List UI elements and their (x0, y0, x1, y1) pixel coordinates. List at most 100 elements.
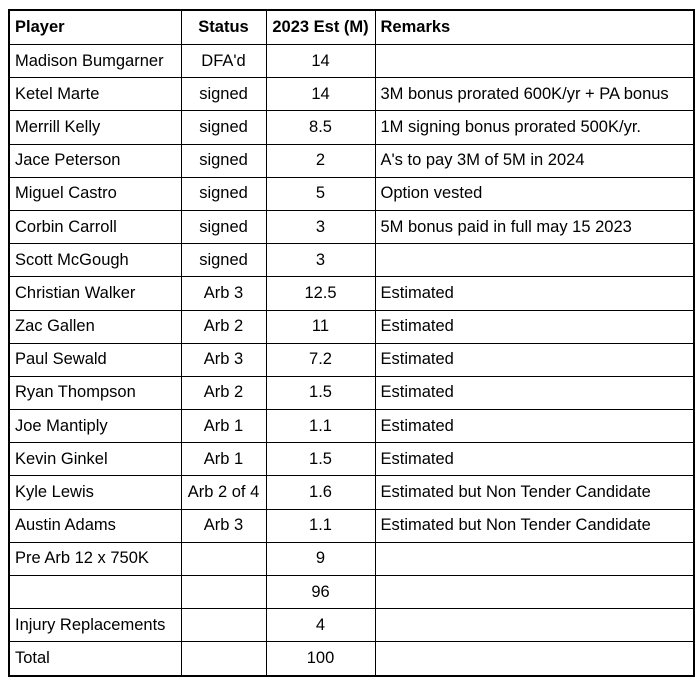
estimate-cell: 1.5 (265, 442, 376, 477)
status-cell: signed (180, 209, 267, 245)
status-cell: Arb 3 (180, 508, 267, 543)
player-cell: Pre Arb 12 x 750K (8, 541, 182, 577)
player-cell: Austin Adams (8, 508, 182, 543)
player-cell: Merrill Kelly (8, 110, 182, 145)
estimate-cell: 96 (265, 574, 376, 610)
header-player: Player (8, 9, 182, 45)
estimate-cell: 5 (265, 176, 376, 211)
table-row: Total 100 (8, 641, 695, 677)
player-cell: Total (8, 641, 182, 677)
remarks-cell: 5M bonus paid in full may 15 2023 (374, 209, 695, 245)
remarks-cell: Estimated (374, 342, 695, 377)
table-row: Merrill Kelly signed 8.5 1M signing bonus p… (8, 110, 695, 145)
status-cell (180, 641, 267, 677)
remarks-cell (374, 541, 695, 577)
player-cell: Jace Peterson (8, 143, 182, 178)
table-row: Miguel Castro signed 5 Option vested (8, 176, 695, 211)
header-status: Status (180, 9, 267, 45)
estimate-cell: 3 (265, 209, 376, 245)
status-cell: signed (180, 243, 267, 278)
estimate-cell: 4 (265, 608, 376, 643)
remarks-cell: A's to pay 3M of 5M in 2024 (374, 143, 695, 178)
player-cell: Kyle Lewis (8, 475, 182, 510)
remarks-cell: Estimated but Non Tender Candidate (374, 475, 695, 510)
table-row: Scott McGough signed 3 (8, 243, 695, 278)
player-cell: Madison Bumgarner (8, 43, 182, 79)
status-cell: Arb 3 (180, 276, 267, 311)
remarks-cell (374, 641, 695, 677)
estimate-cell: 1.6 (265, 475, 376, 510)
table-row: Joe Mantiply Arb 1 1.1 Estimated (8, 409, 695, 444)
estimate-cell: 1.1 (265, 409, 376, 444)
estimate-cell: 100 (265, 641, 376, 677)
table-row: Ketel Marte signed 14 3M bonus prorated 600… (8, 77, 695, 112)
table-row: Jace Peterson signed 2 A's to pay 3M of 5M … (8, 143, 695, 178)
status-cell (180, 574, 267, 610)
table-row: Pre Arb 12 x 750K 9 (8, 541, 695, 577)
player-cell (8, 574, 182, 610)
estimate-cell: 1.1 (265, 508, 376, 543)
estimate-cell: 9 (265, 541, 376, 577)
status-cell: Arb 2 (180, 375, 267, 411)
remarks-cell (374, 43, 695, 79)
table-row: Zac Gallen Arb 2 11 Estimated (8, 309, 695, 344)
remarks-cell: Estimated (374, 375, 695, 411)
player-cell: Christian Walker (8, 276, 182, 311)
player-cell: Corbin Carroll (8, 209, 182, 245)
table-row: Corbin Carroll signed 3 5M bonus paid in fu… (8, 209, 695, 245)
table-row: Christian Walker Arb 3 12.5 Estimated (8, 276, 695, 311)
player-cell: Ketel Marte (8, 77, 182, 112)
estimate-cell: 11 (265, 309, 376, 344)
header-remarks: Remarks (374, 9, 695, 45)
remarks-cell (374, 608, 695, 643)
payroll-table: Player Status 2023 Est (M) Remarks Madis… (8, 9, 695, 677)
player-cell: Joe Mantiply (8, 409, 182, 444)
remarks-cell (374, 574, 695, 610)
remarks-cell: Estimated (374, 309, 695, 344)
table-row: Austin Adams Arb 3 1.1 Estimated but Non Te… (8, 508, 695, 543)
remarks-cell: Estimated (374, 409, 695, 444)
status-cell: signed (180, 176, 267, 211)
player-cell: Ryan Thompson (8, 375, 182, 411)
header-row: Player Status 2023 Est (M) Remarks (8, 9, 695, 45)
remarks-cell: Estimated (374, 276, 695, 311)
status-cell: signed (180, 143, 267, 178)
status-cell: signed (180, 110, 267, 145)
player-cell: Kevin Ginkel (8, 442, 182, 477)
estimate-cell: 14 (265, 77, 376, 112)
remarks-cell: 1M signing bonus prorated 500K/yr. (374, 110, 695, 145)
estimate-cell: 1.5 (265, 375, 376, 411)
status-cell: DFA'd (180, 43, 267, 79)
remarks-cell: Option vested (374, 176, 695, 211)
status-cell: Arb 1 (180, 442, 267, 477)
status-cell: Arb 1 (180, 409, 267, 444)
status-cell: Arb 2 of 4 (180, 475, 267, 510)
status-cell (180, 541, 267, 577)
estimate-cell: 3 (265, 243, 376, 278)
player-cell: Paul Sewald (8, 342, 182, 377)
remarks-cell: Estimated but Non Tender Candidate (374, 508, 695, 543)
status-cell: signed (180, 77, 267, 112)
remarks-cell (374, 243, 695, 278)
player-cell: Miguel Castro (8, 176, 182, 211)
table-row: Kyle Lewis Arb 2 of 4 1.6 Estimated but Non… (8, 475, 695, 510)
estimate-cell: 8.5 (265, 110, 376, 145)
estimate-cell: 2 (265, 143, 376, 178)
table-row: Ryan Thompson Arb 2 1.5 Estimated (8, 375, 695, 411)
remarks-cell: Estimated (374, 442, 695, 477)
status-cell: Arb 2 (180, 309, 267, 344)
table-row: Madison Bumgarner DFA'd 14 (8, 43, 695, 79)
player-cell: Zac Gallen (8, 309, 182, 344)
table-row: Kevin Ginkel Arb 1 1.5 Estimated (8, 442, 695, 477)
player-cell: Injury Replacements (8, 608, 182, 643)
remarks-cell: 3M bonus prorated 600K/yr + PA bonus (374, 77, 695, 112)
player-cell: Scott McGough (8, 243, 182, 278)
status-cell: Arb 3 (180, 342, 267, 377)
table-row: 96 (8, 574, 695, 610)
estimate-cell: 12.5 (265, 276, 376, 311)
table-row: Paul Sewald Arb 3 7.2 Estimated (8, 342, 695, 377)
status-cell (180, 608, 267, 643)
header-estimate: 2023 Est (M) (265, 9, 376, 45)
estimate-cell: 7.2 (265, 342, 376, 377)
estimate-cell: 14 (265, 43, 376, 79)
